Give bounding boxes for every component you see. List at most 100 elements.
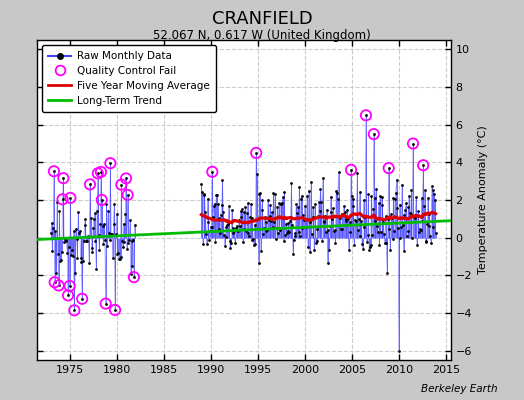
- Point: [246, 214, 254, 220]
- Point: [54, 282, 63, 289]
- Point: [331, 240, 340, 246]
- Point: [70, 307, 79, 314]
- Point: [247, 237, 256, 244]
- Point: [97, 169, 105, 175]
- Point: [414, 208, 423, 214]
- Point: [208, 224, 216, 230]
- Point: [262, 219, 270, 225]
- Point: [236, 223, 244, 230]
- Point: [93, 208, 101, 215]
- Point: [390, 228, 398, 234]
- Point: [369, 131, 378, 137]
- Point: [97, 197, 106, 203]
- Point: [360, 224, 368, 230]
- Point: [121, 239, 129, 246]
- Point: [399, 247, 408, 254]
- Point: [336, 215, 344, 222]
- Point: [397, 224, 406, 230]
- Point: [88, 249, 96, 255]
- Point: [63, 250, 71, 256]
- Point: [350, 241, 358, 248]
- Point: [300, 217, 308, 223]
- Point: [339, 210, 347, 217]
- Point: [419, 162, 428, 168]
- Point: [224, 221, 232, 228]
- Point: [125, 236, 134, 243]
- Point: [418, 218, 427, 225]
- Point: [387, 211, 395, 217]
- Point: [385, 165, 393, 171]
- Point: [50, 168, 58, 174]
- Point: [388, 215, 396, 222]
- Point: [429, 187, 438, 194]
- Point: [66, 283, 74, 289]
- Point: [221, 243, 229, 249]
- Point: [388, 236, 397, 242]
- Point: [268, 224, 277, 230]
- Point: [430, 191, 439, 198]
- Point: [102, 201, 111, 207]
- Point: [119, 244, 127, 250]
- Point: [246, 201, 255, 208]
- Point: [80, 238, 88, 245]
- Point: [245, 232, 253, 239]
- Point: [117, 182, 126, 188]
- Point: [94, 232, 103, 238]
- Point: [88, 244, 96, 251]
- Point: [403, 228, 412, 235]
- Point: [121, 210, 129, 217]
- Point: [288, 222, 297, 228]
- Point: [325, 246, 333, 253]
- Point: [102, 300, 110, 307]
- Point: [203, 240, 211, 247]
- Point: [344, 247, 353, 253]
- Point: [222, 224, 231, 230]
- Point: [214, 201, 222, 208]
- Point: [219, 209, 227, 215]
- Point: [265, 217, 273, 223]
- Point: [105, 236, 114, 243]
- Point: [47, 229, 55, 236]
- Point: [66, 195, 74, 201]
- Point: [368, 232, 376, 238]
- Point: [409, 140, 417, 147]
- Point: [351, 216, 359, 223]
- Point: [386, 247, 395, 254]
- Point: [252, 150, 260, 156]
- Point: [366, 244, 374, 250]
- Point: [275, 200, 283, 206]
- Point: [411, 212, 420, 218]
- Point: [206, 228, 214, 234]
- Point: [254, 216, 262, 222]
- Point: [64, 292, 72, 298]
- Point: [282, 230, 291, 236]
- Point: [302, 224, 311, 230]
- Point: [290, 230, 299, 236]
- Point: [228, 206, 236, 213]
- Point: [235, 216, 243, 223]
- Point: [208, 168, 216, 175]
- Point: [352, 218, 360, 224]
- Point: [59, 175, 68, 181]
- Point: [86, 214, 95, 221]
- Point: [314, 212, 322, 219]
- Point: [377, 229, 385, 236]
- Point: [227, 240, 235, 246]
- Point: [346, 229, 354, 235]
- Point: [337, 226, 346, 232]
- Point: [232, 224, 240, 231]
- Point: [97, 169, 105, 175]
- Point: [374, 200, 383, 207]
- Point: [322, 228, 330, 235]
- Point: [323, 206, 331, 213]
- Point: [228, 230, 237, 236]
- Point: [312, 240, 320, 246]
- Point: [108, 231, 116, 237]
- Point: [287, 180, 296, 186]
- Point: [257, 248, 265, 254]
- Point: [313, 226, 322, 232]
- Point: [354, 226, 362, 233]
- Point: [198, 189, 206, 196]
- Point: [226, 245, 235, 251]
- Point: [222, 234, 230, 240]
